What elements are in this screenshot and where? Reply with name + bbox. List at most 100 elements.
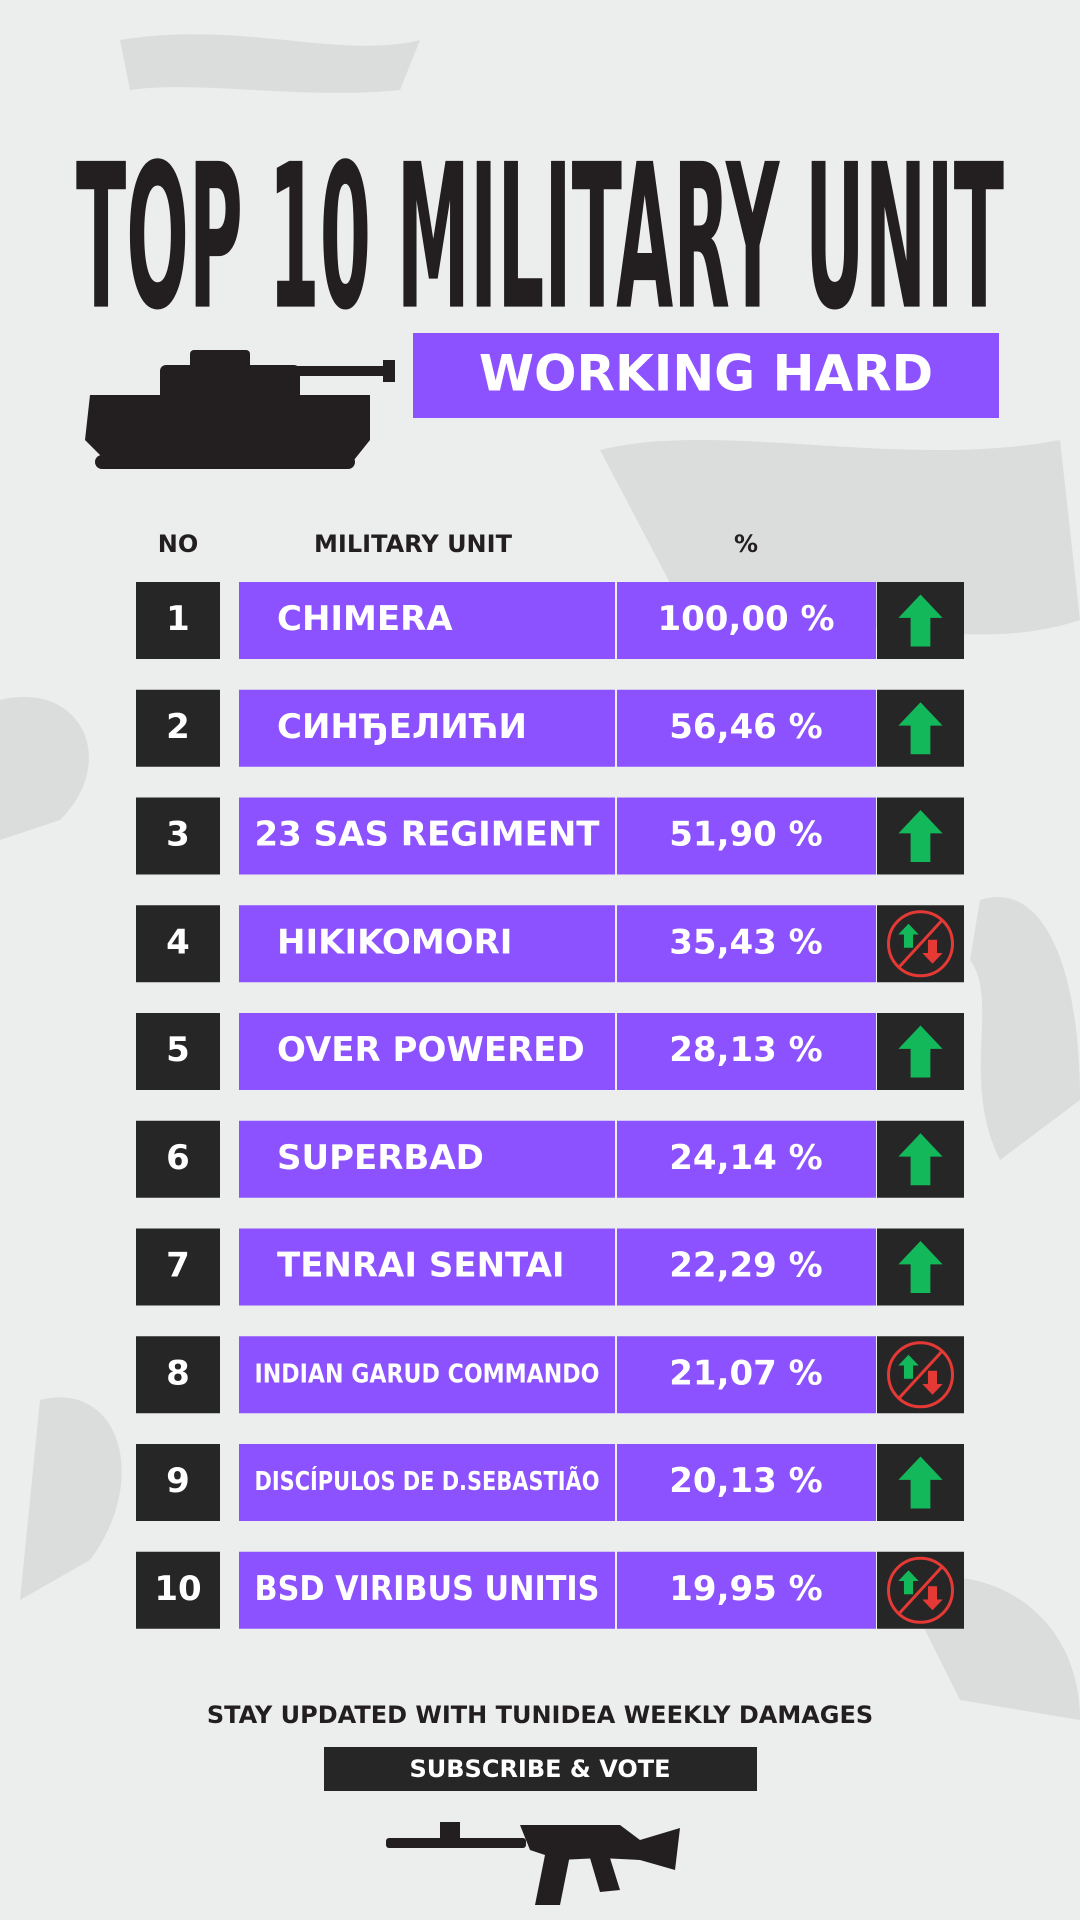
arrow-down (922, 1586, 943, 1611)
percent-cell (617, 1551, 876, 1629)
unit-name: CHIMERA (277, 599, 453, 639)
percent: 28,13 % (669, 1030, 822, 1070)
rank-cell (136, 1551, 220, 1629)
rank-cell (136, 1013, 220, 1090)
table-rows: 1 CHIMERA 100,00 % 2 СИНЂЕЛИЋИ 56,46 % 3 23 SAS… (136, 582, 964, 1629)
rank: 7 (166, 1246, 190, 1286)
rank: 3 (166, 815, 190, 855)
subscribe-label[interactable]: SUBSCRIBE & VOTE (409, 1755, 670, 1783)
rank: 2 (166, 707, 190, 747)
rank-cell (136, 1120, 220, 1198)
name-cell (239, 905, 615, 983)
percent: 51,90 % (669, 815, 822, 855)
name-cell (239, 1120, 615, 1198)
title: TOP 10 MILITARY UNIT (76, 122, 1004, 355)
name-cell (239, 689, 615, 767)
percent: 20,13 % (669, 1461, 822, 1501)
name-cell (239, 1551, 615, 1629)
no-change-circle (887, 1341, 954, 1409)
no-change-circle (887, 910, 954, 978)
arrow-down (922, 939, 943, 964)
rank: 6 (166, 1138, 190, 1178)
unit-name: HIKIKOMORI (277, 922, 512, 962)
arrow-down (922, 1370, 943, 1395)
tank-silhouette (85, 350, 395, 469)
percent-cell (617, 1013, 876, 1090)
arrow-up (898, 1354, 919, 1379)
rank: 9 (166, 1461, 190, 1501)
percent-cell (617, 689, 876, 767)
rank-cell (136, 1336, 220, 1414)
unit-name: СИНЂЕЛИЋИ (277, 707, 527, 747)
rank-cell (136, 1228, 220, 1306)
table-row: 4 HIKIKOMORI 35,43 % (136, 905, 964, 983)
unit-name: TENRAI SENTAI (277, 1246, 565, 1286)
arrow-up (898, 1025, 943, 1078)
table-row: 1 CHIMERA 100,00 % (136, 582, 964, 659)
arrow-up (898, 702, 943, 755)
percent: 56,46 % (669, 707, 822, 747)
table-row: 6 SUPERBAD 24,14 % (136, 1120, 964, 1198)
percent: 22,29 % (669, 1246, 822, 1286)
unit-name: BSD VIRIBUS UNITIS (255, 1569, 600, 1609)
subscribe-button[interactable] (324, 1747, 757, 1791)
no-change-slash (897, 918, 944, 969)
no-change-slash (897, 1349, 944, 1400)
percent-cell (617, 1336, 876, 1414)
no-change-slash (897, 1565, 944, 1616)
rank: 10 (154, 1569, 201, 1609)
rank-cell (136, 905, 220, 983)
percent-cell (617, 1444, 876, 1521)
footer-text: STAY UPDATED WITH TUNIDEA WEEKLY DAMAGES (207, 1701, 873, 1729)
percent-cell (617, 797, 876, 875)
arrow-up (898, 923, 919, 948)
table-row: 2 СИНЂЕЛИЋИ 56,46 % (136, 689, 964, 767)
percent: 24,14 % (669, 1138, 822, 1178)
percent-cell (617, 582, 876, 659)
arrow-up (898, 594, 943, 647)
table-row: 8 INDIAN GARUD COMMANDO 21,07 % (136, 1336, 964, 1414)
subtitle: WORKING HARD (479, 345, 933, 403)
subtitle-box (413, 333, 999, 418)
arrow-up (898, 1241, 943, 1293)
table-row: 10 BSD VIRIBUS UNITIS 19,95 % (136, 1551, 964, 1629)
name-cell (239, 797, 615, 875)
table-row: 3 23 SAS REGIMENT 51,90 % (136, 797, 964, 875)
name-cell (239, 1228, 615, 1306)
unit-name: 23 SAS REGIMENT (255, 815, 601, 855)
name-cell (239, 1336, 615, 1414)
table-row: 7 TENRAI SENTAI 22,29 % (136, 1228, 964, 1306)
no-change-circle (887, 1556, 954, 1624)
unit-name: INDIAN GARUD COMMANDO (255, 1359, 600, 1389)
unit-name: DISCÍPULOS DE D.SEBASTIÃO (255, 1465, 600, 1497)
arrow-up (898, 1570, 919, 1595)
header-no: NO (158, 530, 199, 558)
percent: 19,95 % (669, 1569, 822, 1609)
rank: 5 (166, 1030, 190, 1070)
name-cell (239, 1444, 615, 1521)
arrow-up (898, 1456, 943, 1509)
name-cell (239, 582, 615, 659)
rifle-silhouette (386, 1822, 680, 1905)
unit-name: SUPERBAD (277, 1138, 484, 1178)
table-row: 5 OVER POWERED 28,13 % (136, 1013, 964, 1090)
rank: 4 (166, 922, 190, 962)
rank-cell (136, 582, 220, 659)
rank-cell (136, 1444, 220, 1521)
name-cell (239, 1013, 615, 1090)
rank-cell (136, 797, 220, 875)
rank: 8 (166, 1353, 190, 1393)
header-unit: MILITARY UNIT (314, 530, 513, 558)
table-row: 9 DISCÍPULOS DE D.SEBASTIÃO 20,13 % (136, 1444, 964, 1521)
percent: 100,00 % (657, 599, 834, 639)
percent-cell (617, 1228, 876, 1306)
unit-name: OVER POWERED (277, 1030, 585, 1070)
header-percent: % (734, 530, 758, 558)
percent: 21,07 % (669, 1353, 822, 1393)
rank-cell (136, 689, 220, 767)
percent-cell (617, 1120, 876, 1198)
percent-cell (617, 905, 876, 983)
arrow-up (898, 1133, 943, 1186)
percent: 35,43 % (669, 922, 822, 962)
